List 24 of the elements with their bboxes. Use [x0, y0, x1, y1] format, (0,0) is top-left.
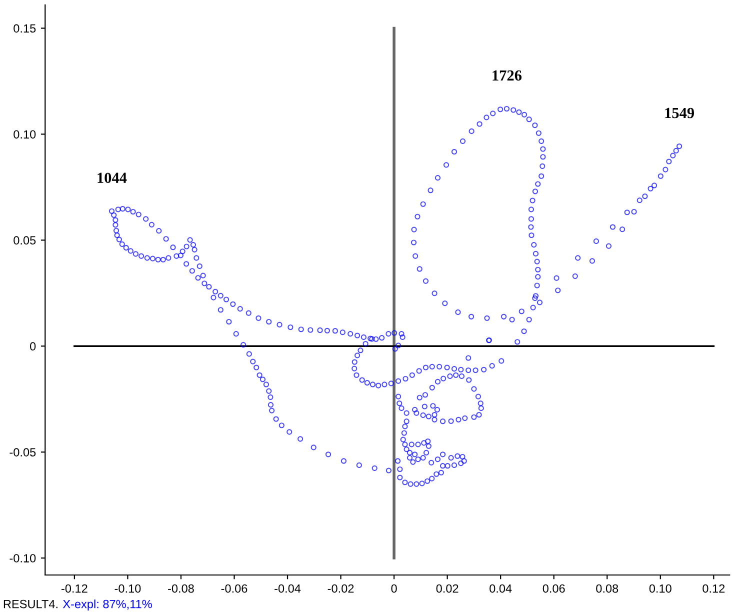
annotation: 1044	[98, 172, 127, 184]
y-tick-label: 0	[30, 342, 36, 351]
annotation: 1549	[665, 108, 694, 118]
y-tick-label: 0.15	[14, 24, 36, 33]
annotation: 1726	[492, 70, 522, 81]
x-tick-label: -0.08	[168, 584, 194, 593]
x-tick-label: -0.02	[328, 584, 354, 593]
x-tick-label: -0.06	[221, 584, 248, 593]
x-tick-label: 0.02	[436, 584, 458, 593]
y-tick-label: -0.05	[10, 448, 36, 456]
x-tick-label: 0.08	[596, 584, 618, 593]
x-tick-label: -0.10	[114, 584, 141, 593]
x-tick-label: 0	[391, 584, 397, 593]
x-tick-label: 0.12	[702, 584, 725, 593]
y-tick-label: -0.10	[10, 554, 36, 562]
x-tick-label: 0.10	[649, 584, 672, 593]
y-tick-label: 0.05	[14, 236, 36, 245]
x-tick-label: 0.06	[542, 584, 565, 593]
x-tick-label: -0.12	[62, 584, 88, 593]
text: RESULT4.	[4, 600, 58, 608]
x-tick-label: -0.04	[274, 584, 301, 593]
y-tick-label: 0.10	[14, 130, 36, 139]
x-tick-label: 0.04	[490, 584, 512, 593]
text: X-expl: 87%,11%	[62, 600, 152, 611]
